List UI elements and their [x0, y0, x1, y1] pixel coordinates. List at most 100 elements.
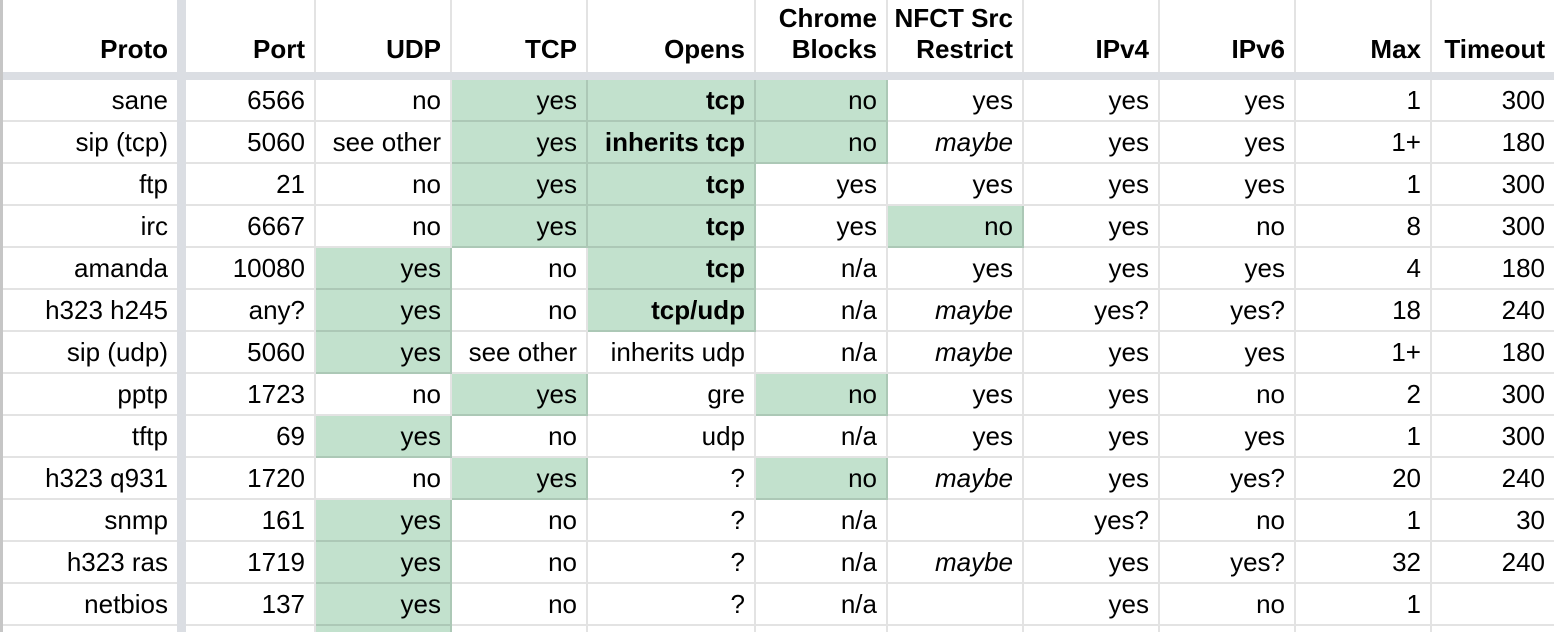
- column-header-chrome-blocks[interactable]: Chrome Blocks: [756, 0, 888, 72]
- cell-ipv6[interactable]: no: [1160, 584, 1296, 626]
- column-header-port[interactable]: Port: [186, 0, 316, 72]
- cell-udp[interactable]: yes: [316, 332, 452, 374]
- cell-udp[interactable]: yes: [316, 416, 452, 458]
- cell-ipv6[interactable]: yes: [1160, 122, 1296, 164]
- cell-ipv6[interactable]: yes?: [1160, 542, 1296, 584]
- cell-timeout[interactable]: [1432, 584, 1554, 626]
- cell-chrome-blocks[interactable]: n/a: [756, 248, 888, 290]
- cell-port[interactable]: 69: [186, 416, 316, 458]
- cell-timeout[interactable]: [1432, 626, 1554, 632]
- cell-ipv6[interactable]: yes: [1160, 332, 1296, 374]
- cell-nfct-src-restrict[interactable]: maybe: [888, 290, 1024, 332]
- cell-timeout[interactable]: 300: [1432, 80, 1554, 122]
- cell-tcp[interactable]: [452, 626, 588, 632]
- cell-port[interactable]: [186, 626, 316, 632]
- cell-ipv4[interactable]: yes: [1024, 206, 1160, 248]
- cell-tcp[interactable]: yes: [452, 122, 588, 164]
- cell-ipv6[interactable]: yes: [1160, 416, 1296, 458]
- cell-ipv4[interactable]: yes: [1024, 584, 1160, 626]
- column-header-nfct-src-restrict[interactable]: NFCT Src Restrict: [888, 0, 1024, 72]
- cell-ipv6[interactable]: yes: [1160, 164, 1296, 206]
- cell-chrome-blocks[interactable]: n/a: [756, 416, 888, 458]
- cell-ipv4[interactable]: yes: [1024, 458, 1160, 500]
- cell-opens[interactable]: tcp/udp: [588, 290, 756, 332]
- cell-port[interactable]: any?: [186, 290, 316, 332]
- cell-udp[interactable]: yes: [316, 500, 452, 542]
- cell-tcp[interactable]: yes: [452, 206, 588, 248]
- cell-udp[interactable]: yes: [316, 584, 452, 626]
- cell-proto[interactable]: pptp: [0, 374, 177, 416]
- cell-udp[interactable]: see other: [316, 122, 452, 164]
- cell-nfct-src-restrict[interactable]: yes: [888, 374, 1024, 416]
- cell-chrome-blocks[interactable]: n/a: [756, 584, 888, 626]
- cell-timeout[interactable]: 180: [1432, 248, 1554, 290]
- cell-tcp[interactable]: yes: [452, 458, 588, 500]
- cell-opens[interactable]: ?: [588, 458, 756, 500]
- cell-proto[interactable]: h323 h245: [0, 290, 177, 332]
- cell-opens[interactable]: udp: [588, 416, 756, 458]
- cell-proto[interactable]: amanda: [0, 248, 177, 290]
- cell-chrome-blocks[interactable]: n/a: [756, 332, 888, 374]
- cell-tcp[interactable]: no: [452, 542, 588, 584]
- cell-nfct-src-restrict[interactable]: maybe: [888, 542, 1024, 584]
- cell-timeout[interactable]: 30: [1432, 500, 1554, 542]
- cell-proto[interactable]: tftp: [0, 416, 177, 458]
- cell-udp[interactable]: no: [316, 80, 452, 122]
- column-header-ipv4[interactable]: IPv4: [1024, 0, 1160, 72]
- cell-udp[interactable]: no: [316, 458, 452, 500]
- cell-chrome-blocks[interactable]: n/a: [756, 500, 888, 542]
- cell-port[interactable]: 5060: [186, 332, 316, 374]
- cell-udp[interactable]: no: [316, 206, 452, 248]
- cell-chrome-blocks[interactable]: no: [756, 122, 888, 164]
- cell-timeout[interactable]: 300: [1432, 164, 1554, 206]
- cell-tcp[interactable]: no: [452, 248, 588, 290]
- cell-chrome-blocks[interactable]: [756, 626, 888, 632]
- cell-port[interactable]: 5060: [186, 122, 316, 164]
- cell-max[interactable]: 1: [1296, 584, 1432, 626]
- cell-chrome-blocks[interactable]: yes: [756, 206, 888, 248]
- cell-max[interactable]: 20: [1296, 458, 1432, 500]
- cell-max[interactable]: [1296, 626, 1432, 632]
- cell-ipv6[interactable]: no: [1160, 374, 1296, 416]
- cell-nfct-src-restrict[interactable]: maybe: [888, 458, 1024, 500]
- cell-max[interactable]: 32: [1296, 542, 1432, 584]
- cell-ipv4[interactable]: yes: [1024, 248, 1160, 290]
- cell-udp[interactable]: yes: [316, 542, 452, 584]
- cell-tcp[interactable]: yes: [452, 374, 588, 416]
- cell-timeout[interactable]: 300: [1432, 416, 1554, 458]
- cell-udp[interactable]: yes: [316, 290, 452, 332]
- cell-opens[interactable]: inherits udp: [588, 332, 756, 374]
- cell-ipv4[interactable]: yes?: [1024, 500, 1160, 542]
- cell-proto[interactable]: irc: [0, 206, 177, 248]
- cell-timeout[interactable]: 300: [1432, 206, 1554, 248]
- cell-ipv4[interactable]: yes?: [1024, 290, 1160, 332]
- cell-udp[interactable]: no: [316, 374, 452, 416]
- cell-proto[interactable]: sane: [0, 80, 177, 122]
- cell-proto[interactable]: sip (tcp): [0, 122, 177, 164]
- cell-ipv6[interactable]: yes?: [1160, 290, 1296, 332]
- cell-udp[interactable]: yes: [316, 248, 452, 290]
- cell-chrome-blocks[interactable]: no: [756, 458, 888, 500]
- cell-port[interactable]: 1720: [186, 458, 316, 500]
- cell-ipv4[interactable]: yes: [1024, 332, 1160, 374]
- cell-proto[interactable]: sip (udp): [0, 332, 177, 374]
- cell-opens[interactable]: tcp: [588, 164, 756, 206]
- cell-nfct-src-restrict[interactable]: yes: [888, 80, 1024, 122]
- column-header-timeout[interactable]: Timeout: [1444, 34, 1545, 64]
- column-header-opens[interactable]: Opens: [588, 0, 756, 72]
- cell-opens[interactable]: inherits tcp: [588, 122, 756, 164]
- cell-port[interactable]: 1723: [186, 374, 316, 416]
- cell-ipv4[interactable]: yes: [1024, 416, 1160, 458]
- cell-nfct-src-restrict[interactable]: [888, 584, 1024, 626]
- cell-chrome-blocks[interactable]: yes: [756, 164, 888, 206]
- cell-opens[interactable]: ?: [588, 584, 756, 626]
- cell-ipv4[interactable]: [1024, 626, 1160, 632]
- column-header-tcp[interactable]: TCP: [452, 0, 588, 72]
- cell-nfct-src-restrict[interactable]: [888, 500, 1024, 542]
- cell-proto[interactable]: snmp: [0, 500, 177, 542]
- cell-chrome-blocks[interactable]: n/a: [756, 542, 888, 584]
- cell-opens[interactable]: ?: [588, 500, 756, 542]
- cell-port[interactable]: 6667: [186, 206, 316, 248]
- cell-proto[interactable]: ftp: [0, 164, 177, 206]
- cell-timeout[interactable]: 240: [1432, 542, 1554, 584]
